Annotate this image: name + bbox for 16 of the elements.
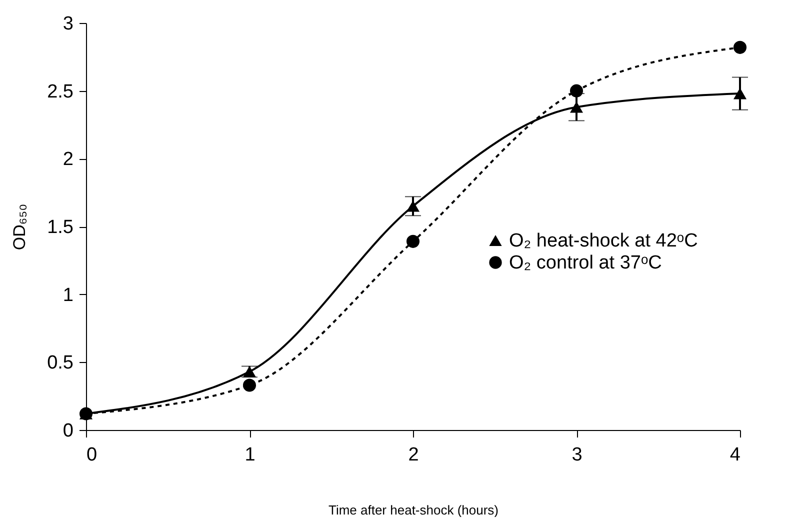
- y-tick-label: 1: [62, 284, 74, 306]
- x-tick-label: 2: [408, 444, 419, 466]
- y-axis-title: OD₆₅₀: [10, 204, 30, 250]
- y-tick-label: 0: [62, 420, 74, 442]
- x-tick-label: 0: [86, 444, 98, 466]
- y-tick-label: 3: [62, 14, 74, 34]
- x-tick-label: 3: [572, 444, 582, 466]
- y-tick-label: 2: [62, 149, 74, 170]
- x-tick-label: 4: [730, 444, 741, 466]
- legend-label: O₂ control at 37ᵒC: [509, 252, 662, 274]
- legend-label: O₂ heat-shock at 42ᵒC: [509, 230, 698, 252]
- y-tick-label: 2.5: [47, 81, 74, 102]
- y-tick-label: 1.5: [47, 217, 74, 238]
- y-tick-label: 0.5: [47, 352, 74, 374]
- x-tick-label: 1: [244, 444, 256, 466]
- x-axis-title: Time after heat-shock (hours): [328, 502, 499, 518]
